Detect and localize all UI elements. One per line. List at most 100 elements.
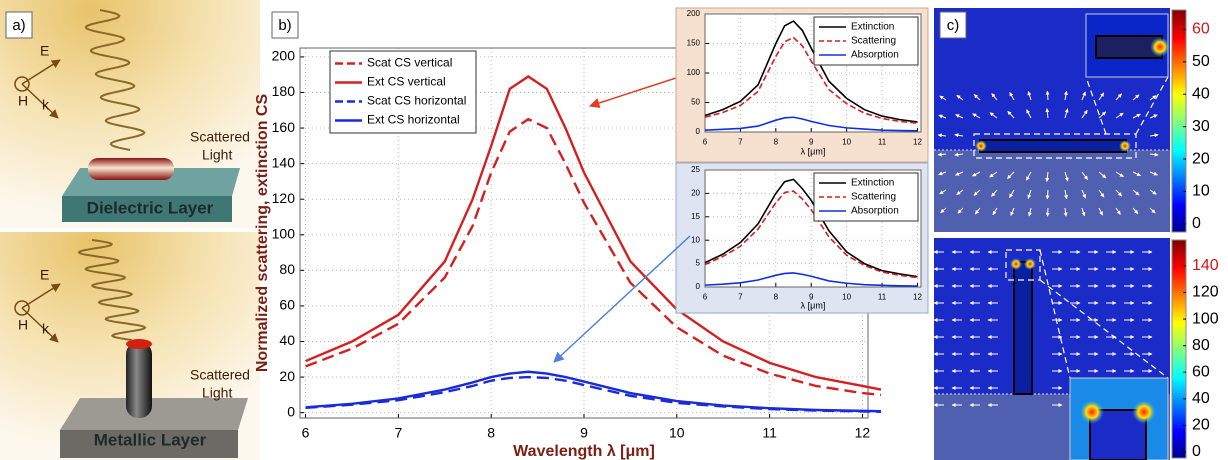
hotspot xyxy=(1132,400,1156,424)
field-arrow xyxy=(937,133,947,138)
field-arrow xyxy=(973,94,981,101)
y-tick-label: 40 xyxy=(279,332,295,348)
layer-label: Metallic Layer xyxy=(94,430,207,449)
field-arrow xyxy=(954,133,964,138)
x-tick-label: 8 xyxy=(774,137,779,146)
series-line xyxy=(305,370,882,413)
field-arrow xyxy=(938,114,947,119)
x-axis-label: λ [μm] xyxy=(801,146,826,156)
y-tick-label: 60 xyxy=(279,297,295,313)
field-arrow xyxy=(1027,207,1032,217)
field-arrow xyxy=(1045,90,1050,101)
field-arrow xyxy=(1132,189,1140,196)
field-arrow xyxy=(1063,90,1068,101)
y-tick-label: 150 xyxy=(687,39,701,48)
field-arrow xyxy=(973,189,981,196)
panel-label: a) xyxy=(12,17,25,34)
k-arrow xyxy=(21,83,59,119)
zoom-box xyxy=(973,133,1137,159)
colorbar-tick-label: 40 xyxy=(1192,390,1210,407)
y-tick-label: 200 xyxy=(272,48,296,64)
field-arrow xyxy=(1149,152,1159,157)
colorbar-tick-label: 120 xyxy=(1192,284,1219,301)
field-arrow xyxy=(1149,95,1157,101)
e-arrow xyxy=(21,283,61,309)
plot-frame xyxy=(704,169,922,288)
y-tick-label: 160 xyxy=(272,119,296,135)
colorbar-tick-label: 0 xyxy=(1192,443,1201,460)
colorbar xyxy=(1171,239,1187,459)
x-tick-label: 7 xyxy=(738,137,743,146)
field-arrow xyxy=(1007,171,1015,179)
zoom-line xyxy=(1039,249,1071,379)
field-arrow xyxy=(1132,113,1141,119)
field-arrow xyxy=(1009,189,1015,198)
x-tick-label: 10 xyxy=(842,292,851,301)
field-arrow xyxy=(1098,171,1107,179)
scattered-label: Scattered xyxy=(190,129,250,145)
panel-a: E H k Scattered Light Dielectric Layer E… xyxy=(0,0,260,460)
panel-label-box xyxy=(5,11,33,39)
series-line xyxy=(704,116,918,132)
field-arrow xyxy=(938,171,947,176)
plot-frame xyxy=(704,13,922,133)
hotspot xyxy=(1119,140,1131,152)
scattered-label: Light xyxy=(202,385,232,401)
x-tick-label: 11 xyxy=(878,292,887,301)
field-arrow xyxy=(1010,207,1015,216)
colorbar-tick-label: 20 xyxy=(1192,150,1210,167)
colorbar-tick-label: 10 xyxy=(1192,183,1210,200)
y-tick-label: 140 xyxy=(272,154,296,170)
x-tick-label: 11 xyxy=(878,137,887,146)
field-arrow xyxy=(954,152,964,157)
panel-c: c) 0 10 20 30 40 50 60 0 20 40 60 80 100 120 140 xyxy=(933,8,1219,460)
series-line xyxy=(704,178,918,278)
field-arrow xyxy=(1027,91,1032,101)
e-label: E xyxy=(40,43,49,59)
x-tick-label: 9 xyxy=(809,137,814,146)
field-arrow xyxy=(1064,189,1068,200)
field-arrow xyxy=(955,171,964,176)
field-arrow xyxy=(1064,108,1069,119)
x-axis-label: Wavelength λ [μm] xyxy=(513,443,655,460)
colorbar-tick-label: 80 xyxy=(1192,337,1210,354)
chart: 0 5 10 15 20 25 6 7 8 9 10 11 12 Extinction Scattering… xyxy=(675,162,929,314)
field-arrow xyxy=(972,171,981,177)
scattered-label: Light xyxy=(202,147,232,163)
light-wave xyxy=(77,239,147,341)
x-tick-label: 8 xyxy=(487,424,495,440)
y-tick-label: 20 xyxy=(691,189,700,198)
field-arrow xyxy=(1149,171,1158,176)
legend-label: Extinction xyxy=(851,178,894,189)
legend-label: Scattering xyxy=(851,36,896,47)
field-arrow xyxy=(991,189,998,197)
zoom-line xyxy=(1085,76,1107,135)
dielectric-slab-side xyxy=(62,196,232,222)
field-arrow xyxy=(1132,207,1139,215)
field-arrow xyxy=(1132,94,1140,101)
hotspot xyxy=(1024,258,1036,270)
colorbar-tick-label: 100 xyxy=(1192,310,1219,327)
layer-label: Dielectric Layer xyxy=(87,198,214,217)
y-tick-label: 15 xyxy=(691,212,700,221)
field-arrow xyxy=(955,114,964,119)
panel-label-box xyxy=(939,11,967,39)
field-arrow xyxy=(1063,207,1068,217)
field-arrow xyxy=(992,207,998,216)
colorbar-tick-label: 140 xyxy=(1192,257,1219,274)
field-arrow xyxy=(1149,189,1157,195)
hotspot xyxy=(975,140,987,152)
nanorod xyxy=(88,158,174,180)
x-tick-label: 7 xyxy=(394,424,402,440)
field-arrow xyxy=(972,113,981,119)
k-label: k xyxy=(42,321,50,337)
field-arrow xyxy=(956,94,964,101)
field-map xyxy=(934,238,1170,394)
y-axis-label: Normalized scattering, extinction CS xyxy=(254,94,271,373)
nanorod-top xyxy=(126,339,152,349)
colorbar-tick-label: 50 xyxy=(1192,53,1210,70)
field-arrow xyxy=(1007,110,1015,119)
chart: 0 50 100 150 200 6 7 8 9 10 11 12 Extinction Scatteri… xyxy=(675,7,929,163)
legend-label: Absorption xyxy=(851,206,899,217)
k-label: k xyxy=(42,97,50,113)
